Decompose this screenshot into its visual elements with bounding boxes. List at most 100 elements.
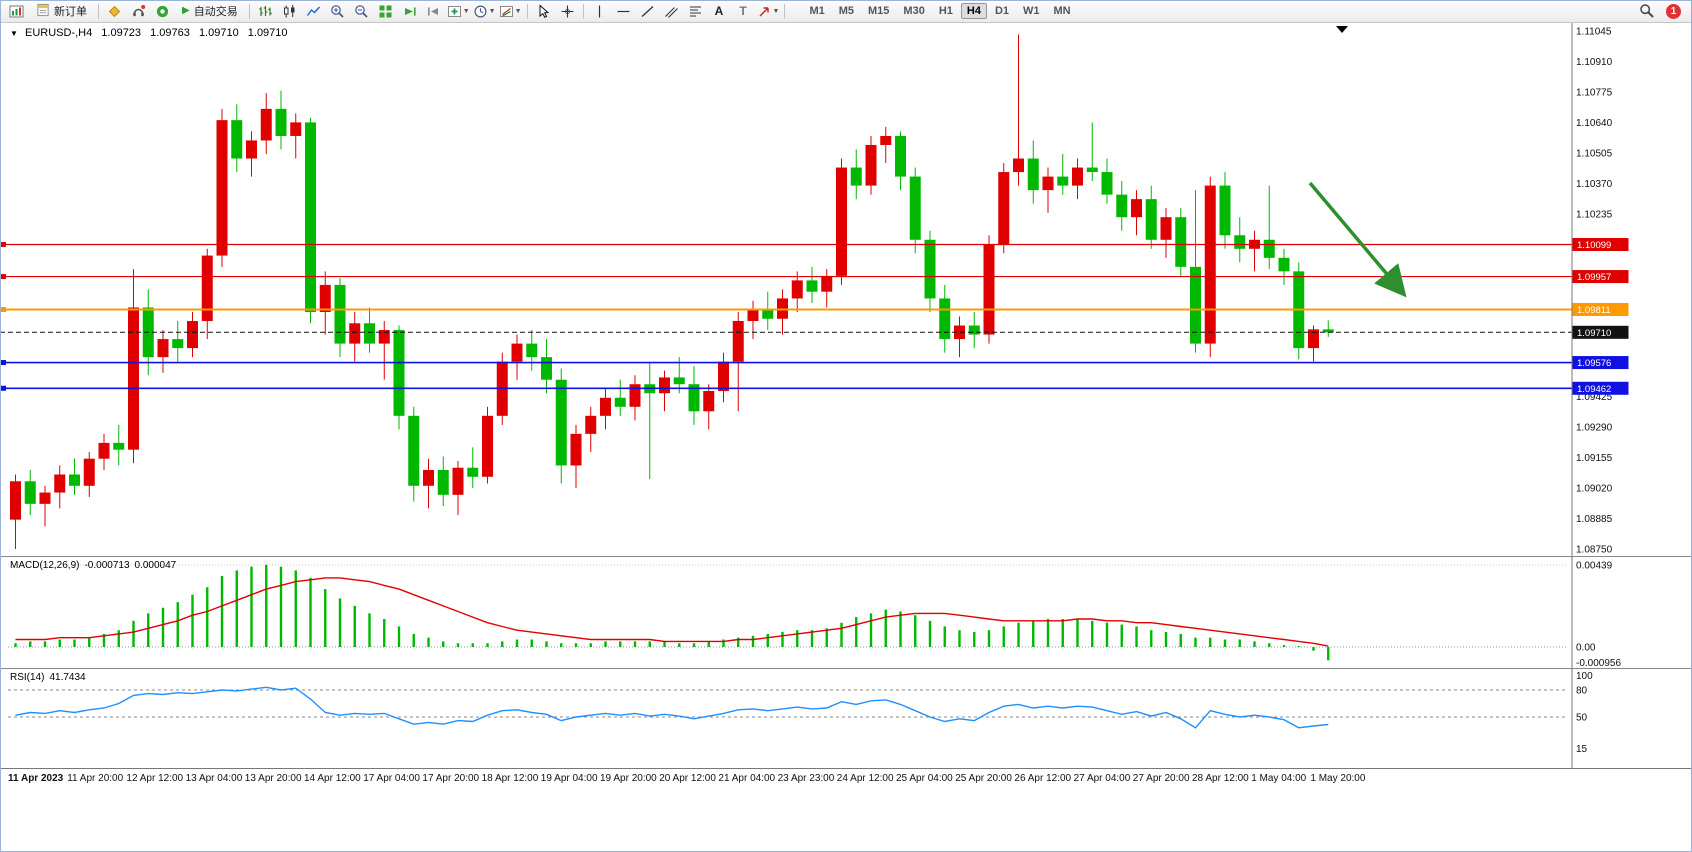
- rsi-panel: 100 80 50 15: [8, 671, 1593, 755]
- toolbar-right-group: 1: [1635, 1, 1681, 22]
- community-icon[interactable]: [151, 1, 174, 22]
- rsi-label: RSI(14) 41.7434: [10, 672, 86, 683]
- svg-text:21 Apr 04:00: 21 Apr 04:00: [718, 773, 775, 784]
- horizontal-line-tool[interactable]: [612, 1, 635, 22]
- candlesticks-icon[interactable]: [278, 1, 301, 22]
- svg-text:1.09710: 1.09710: [1577, 328, 1611, 339]
- bar-chart-icon[interactable]: [254, 1, 277, 22]
- svg-text:28 Apr 12:00: 28 Apr 12:00: [1192, 773, 1249, 784]
- rsi-value: 41.7434: [49, 672, 86, 683]
- timeframe-M1[interactable]: M1: [809, 5, 825, 17]
- svg-text:1.10640: 1.10640: [1576, 118, 1613, 129]
- low-value: 1.09710: [198, 27, 239, 39]
- svg-text:1.10099: 1.10099: [1577, 240, 1611, 251]
- tile-windows-icon[interactable]: [374, 1, 397, 22]
- timeframe-M15[interactable]: M15: [868, 5, 890, 17]
- crosshair-icon[interactable]: [556, 1, 579, 22]
- svg-text:11 Apr 20:00: 11 Apr 20:00: [67, 773, 123, 784]
- new-order-label: 新订单: [54, 6, 87, 18]
- chevron-down-icon: ▼: [514, 7, 522, 15]
- chevron-down-icon: ▼: [488, 7, 496, 15]
- zoom-in-icon[interactable]: [326, 1, 349, 22]
- indicators-button[interactable]: ▼: [446, 1, 471, 22]
- timeframe-M5[interactable]: M5: [838, 5, 855, 17]
- time-axis: 11 Apr 2023 11 Apr 20:00 12 Apr 12:00 13 Ap…: [8, 773, 1366, 784]
- fibonacci-tool[interactable]: [684, 1, 707, 22]
- svg-text:1.10910: 1.10910: [1576, 57, 1613, 68]
- new-order-button[interactable]: 新订单: [29, 1, 94, 22]
- line-chart-icon[interactable]: [302, 1, 325, 22]
- timeframe-D1[interactable]: D1: [994, 5, 1010, 17]
- svg-text:1.09020: 1.09020: [1576, 484, 1613, 495]
- svg-text:1.09576: 1.09576: [1577, 358, 1611, 369]
- shift-marker-icon: [1336, 26, 1348, 33]
- chevron-down-icon: ▼: [772, 7, 780, 15]
- high-value: 1.09763: [150, 27, 190, 39]
- svg-text:100: 100: [1576, 671, 1593, 682]
- svg-text:1 May 20:00: 1 May 20:00: [1310, 773, 1365, 784]
- close-value: 1.09710: [247, 27, 288, 39]
- svg-text:14 Apr 12:00: 14 Apr 12:00: [304, 773, 361, 784]
- svg-text:1.09290: 1.09290: [1576, 423, 1613, 434]
- autotrading-play-icon: ▶: [182, 5, 190, 16]
- svg-text:17 Apr 20:00: 17 Apr 20:00: [422, 773, 479, 784]
- chart-shift-icon[interactable]: [422, 1, 445, 22]
- timeframe-H4[interactable]: H4: [960, 3, 987, 19]
- timeframe-W1[interactable]: W1: [1023, 5, 1040, 17]
- separator: [582, 3, 584, 19]
- price-badges: 1.10099 1.09957 1.09811 1.09710 1.09576 1.094…: [1572, 238, 1629, 395]
- auto-scroll-icon[interactable]: [398, 1, 421, 22]
- vertical-line-tool[interactable]: [588, 1, 611, 22]
- svg-text:1.10235: 1.10235: [1576, 209, 1613, 220]
- separator: [526, 3, 528, 19]
- text-tool[interactable]: A: [714, 4, 724, 18]
- svg-text:19 Apr 04:00: 19 Apr 04:00: [541, 773, 598, 784]
- svg-text:1.10505: 1.10505: [1576, 148, 1613, 159]
- separator: [248, 3, 250, 19]
- trendline-tool[interactable]: [636, 1, 659, 22]
- macd-panel: 0.00439 0.00 -0.000956: [8, 560, 1621, 669]
- one-click-trading-arrow-icon[interactable]: ▼: [10, 29, 18, 38]
- ohlc-info-line: ▼ EURUSD-,H4 1.09723 1.09763 1.09710 1.0…: [10, 27, 294, 39]
- svg-text:1.10370: 1.10370: [1576, 179, 1613, 190]
- svg-text:11 Apr 2023: 11 Apr 2023: [8, 773, 64, 784]
- timeframe-MN[interactable]: MN: [1053, 5, 1071, 17]
- svg-text:27 Apr 04:00: 27 Apr 04:00: [1074, 773, 1131, 784]
- svg-text:23 Apr 23:00: 23 Apr 23:00: [778, 773, 835, 784]
- svg-text:1.08750: 1.08750: [1576, 544, 1613, 555]
- svg-text:27 Apr 20:00: 27 Apr 20:00: [1133, 773, 1190, 784]
- toolbar: 新订单 ▶ 自动交易 ▼ ▼ ▼: [0, 0, 1692, 23]
- market-icon[interactable]: [103, 1, 126, 22]
- cursor-icon[interactable]: [532, 1, 555, 22]
- autotrading-button[interactable]: ▶ 自动交易: [175, 1, 245, 22]
- label-tool[interactable]: T: [739, 4, 747, 18]
- notification-badge[interactable]: 1: [1666, 3, 1681, 19]
- search-icon[interactable]: [1635, 1, 1658, 22]
- templates-button[interactable]: ▼: [498, 1, 523, 22]
- svg-text:13 Apr 20:00: 13 Apr 20:00: [245, 773, 302, 784]
- svg-text:20 Apr 12:00: 20 Apr 12:00: [659, 773, 716, 784]
- new-chart-icon[interactable]: [5, 1, 28, 22]
- autotrading-label: 自动交易: [193, 6, 238, 18]
- vps-icon[interactable]: [127, 1, 150, 22]
- svg-text:50: 50: [1576, 713, 1588, 724]
- timeframe-M30[interactable]: M30: [903, 5, 925, 17]
- svg-text:1.11045: 1.11045: [1576, 27, 1612, 38]
- zoom-out-icon[interactable]: [350, 1, 373, 22]
- macd-label: MACD(12,26,9) -0.000713 0.000047: [10, 560, 177, 571]
- price-lines-layer: [0, 242, 1572, 391]
- channel-tool[interactable]: [660, 1, 683, 22]
- svg-text:80: 80: [1576, 686, 1588, 697]
- periods-button[interactable]: ▼: [472, 1, 497, 22]
- svg-text:25 Apr 20:00: 25 Apr 20:00: [955, 773, 1012, 784]
- svg-text:15: 15: [1576, 744, 1588, 755]
- trend-arrow-annotation: [1308, 181, 1407, 298]
- candles-layer: [10, 34, 1334, 549]
- arrows-tool[interactable]: ▼: [756, 1, 781, 22]
- timeframe-H1[interactable]: H1: [938, 5, 953, 17]
- svg-text:0.00439: 0.00439: [1576, 560, 1613, 571]
- svg-text:17 Apr 04:00: 17 Apr 04:00: [363, 773, 420, 784]
- chevron-down-icon: ▼: [462, 7, 470, 15]
- price-axis: 1.11045 1.10910 1.10775 1.10640 1.10505 1.103…: [1576, 27, 1613, 556]
